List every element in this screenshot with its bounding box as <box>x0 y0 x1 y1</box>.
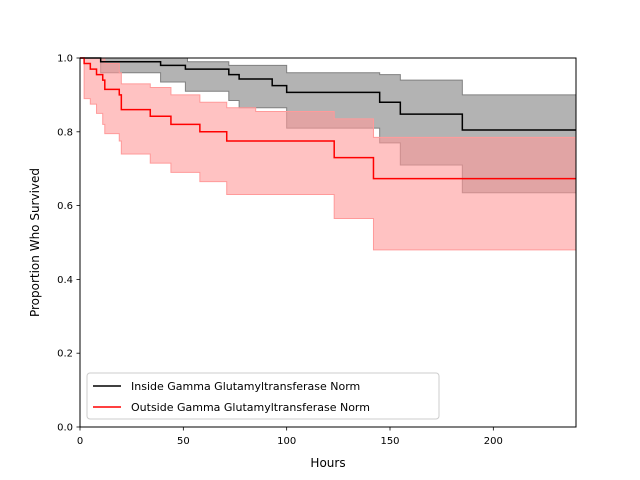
legend-label-2: Outside Gamma Glutamyltransferase Norm <box>131 401 370 414</box>
legend-label-1: Inside Gamma Glutamyltransferase Norm <box>131 380 360 393</box>
x-tick-label: 200 <box>484 436 503 447</box>
legend: Inside Gamma Glutamyltransferase Norm Out… <box>86 372 440 420</box>
x-axis-label: Hours <box>310 456 345 470</box>
y-tick-label: 0.0 <box>57 423 73 434</box>
confidence-bands <box>80 57 577 251</box>
plot-frame <box>79 57 577 428</box>
y-tick-label: 0.8 <box>57 127 73 138</box>
y-tick-label: 0.6 <box>57 201 73 212</box>
survival-line-2 <box>80 57 576 180</box>
x-tick-label: 150 <box>380 436 399 447</box>
confidence-band-2 <box>80 57 577 251</box>
y-tick-label: 1.0 <box>57 54 73 65</box>
legend-box <box>86 372 440 420</box>
survival-line-1 <box>80 57 576 131</box>
y-tick-label: 0.2 <box>57 349 73 360</box>
y-axis-ticks: 0.0 0.2 0.4 0.6 0.8 1.0 <box>57 54 80 434</box>
y-axis-label: Proportion Who Survived <box>28 168 42 317</box>
y-tick-label: 0.4 <box>57 275 73 286</box>
x-tick-label: 0 <box>77 436 83 447</box>
x-axis-ticks: 0 50 100 150 200 <box>77 427 503 447</box>
x-tick-label: 50 <box>177 436 190 447</box>
survival-curves <box>80 57 576 180</box>
x-tick-label: 100 <box>277 436 296 447</box>
